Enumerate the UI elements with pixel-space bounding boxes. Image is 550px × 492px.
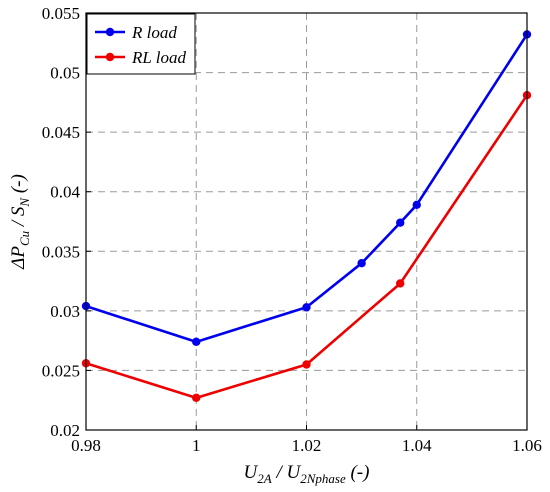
data-point: [192, 393, 201, 403]
y-tick-label: 0.05: [50, 64, 80, 83]
y-axis-label: ΔPCu / SN (-): [8, 174, 32, 270]
y-tick-label: 0.055: [42, 4, 80, 23]
legend-marker: [105, 27, 115, 37]
x-tick-label: 1.04: [402, 436, 432, 455]
y-tick-label: 0.045: [42, 123, 80, 142]
legend-label: R load: [131, 23, 177, 42]
x-tick-label: 0.98: [71, 436, 101, 455]
legend-item: R load: [95, 23, 177, 42]
y-tick-label: 0.03: [50, 302, 80, 321]
x-tick-label: 1.06: [512, 436, 542, 455]
legend: R load RL load: [86, 13, 196, 75]
data-point: [302, 360, 311, 369]
y-tick-label: 0.025: [42, 361, 80, 380]
legend-label: RL load: [131, 48, 187, 67]
series-0: [81, 30, 532, 347]
series-1: [81, 91, 532, 403]
legend-item: RL load: [95, 48, 187, 67]
legend-marker: [105, 52, 115, 62]
y-tick-label: 0.02: [50, 421, 80, 440]
y-tick-label: 0.035: [42, 242, 80, 261]
x-tick-label: 1.02: [292, 436, 322, 455]
y-tick-label: 0.04: [50, 183, 80, 202]
data-point: [396, 218, 405, 227]
tick-labels: 0.98 1 1.02 1.04 1.06 0.02 0.025 0.03 0.035 0.04 0…: [42, 4, 542, 455]
x-tick-label: 1: [192, 436, 201, 455]
data-point: [396, 279, 405, 288]
data-point: [192, 337, 201, 347]
series-layer: [81, 30, 532, 403]
legend-box: [86, 13, 196, 75]
data-point: [302, 303, 311, 312]
data-point: [357, 259, 366, 268]
x-axis-label: U2A / U2Nphase (-): [244, 462, 370, 486]
data-point: [412, 200, 421, 210]
